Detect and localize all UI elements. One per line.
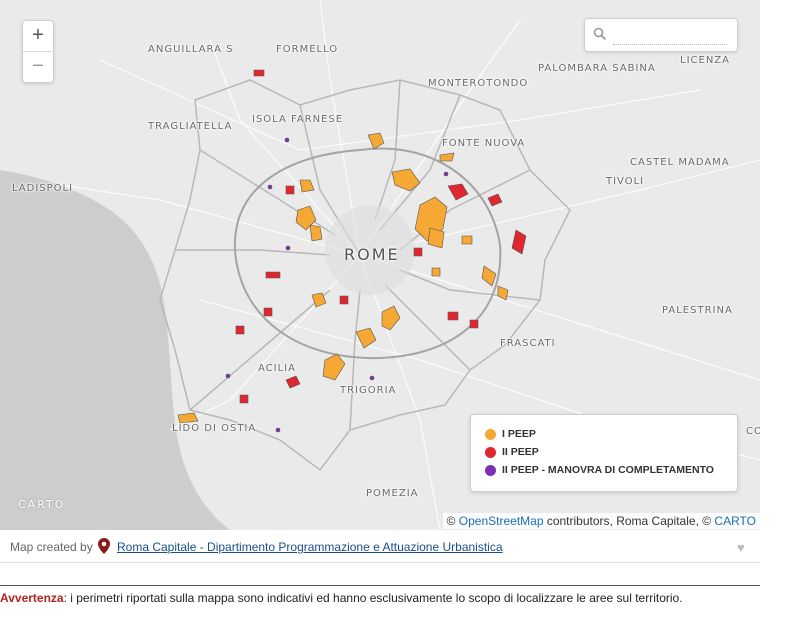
place-label: FORMELLO — [276, 44, 339, 55]
place-label: POMEZIA — [366, 488, 419, 499]
osm-link[interactable]: OpenStreetMap — [458, 514, 544, 528]
creator-link[interactable]: Roma Capitale - Dipartimento Programmazi… — [117, 540, 503, 554]
legend-dot-icon — [485, 428, 496, 440]
legend-item: I PEEP — [485, 425, 536, 443]
search-icon — [593, 27, 607, 41]
carto-logo: CARTO — [18, 498, 66, 511]
place-label: LIDO DI OSTIA — [172, 423, 257, 434]
legend-label: II PEEP - MANOVRA DI COMPLETAMENTO — [502, 464, 714, 476]
zoom-out-button[interactable]: − — [23, 51, 53, 82]
place-label: FONTE NUOVA — [442, 138, 526, 149]
carto-link[interactable]: CARTO — [714, 514, 756, 528]
heart-icon[interactable]: ♥ — [737, 540, 745, 555]
legend-dot-icon — [485, 464, 496, 476]
legend-item: II PEEP — [485, 443, 539, 461]
place-label: LICENZA — [680, 55, 730, 66]
zoom-in-button[interactable]: + — [32, 24, 44, 46]
map-footer: Map created by Roma Capitale - Dipartime… — [0, 530, 760, 563]
legend-dot-icon — [485, 446, 496, 458]
place-label: CO — [746, 426, 760, 437]
map-attribution: © OpenStreetMap contributors, Roma Capit… — [442, 513, 760, 529]
made-by-text: Map created by — [10, 540, 93, 554]
place-label: CASTEL MADAMA — [630, 157, 730, 168]
place-label: MONTEROTONDO — [428, 78, 529, 89]
search-input[interactable] — [613, 26, 727, 45]
place-label: ANGUILLARA S — [148, 44, 234, 55]
divider — [0, 585, 760, 586]
place-label: PALESTRINA — [662, 305, 733, 316]
zoom-control: + − — [22, 20, 54, 83]
place-label-rome: ROME — [344, 245, 400, 264]
place-label: LADISPOLI — [12, 183, 74, 194]
place-label: ISOLA FARNESE — [252, 114, 344, 125]
legend-label: I PEEP — [502, 428, 536, 440]
warning-label: Avvertenza — [0, 591, 64, 605]
place-label: FRASCATI — [500, 338, 556, 349]
search-box — [584, 18, 738, 52]
legend-label: II PEEP — [502, 446, 539, 458]
place-label: ACILIA — [258, 363, 296, 374]
attribution-middle: contributors, Roma Capitale, © — [543, 514, 715, 528]
map-view[interactable]: ANGUILLARA S FORMELLO MONTEROTONDO PALOM… — [0, 0, 760, 530]
map-pin-icon — [98, 538, 110, 554]
attribution-prefix: © — [446, 514, 459, 528]
map-legend: I PEEP II PEEP II PEEP - MANOVRA DI COMP… — [470, 414, 738, 492]
place-label: TRAGLIATELLA — [148, 121, 233, 132]
legend-item: II PEEP - MANOVRA DI COMPLETAMENTO — [485, 461, 714, 479]
place-label: TRIGORIA — [340, 385, 397, 396]
place-label: PALOMBARA SABINA — [538, 63, 656, 74]
warning-text: : i perimetri riportati sulla mappa sono… — [63, 591, 683, 605]
warning-note: Avvertenza: i perimetri riportati sulla … — [0, 590, 760, 607]
place-label: TIVOLI — [606, 176, 645, 187]
